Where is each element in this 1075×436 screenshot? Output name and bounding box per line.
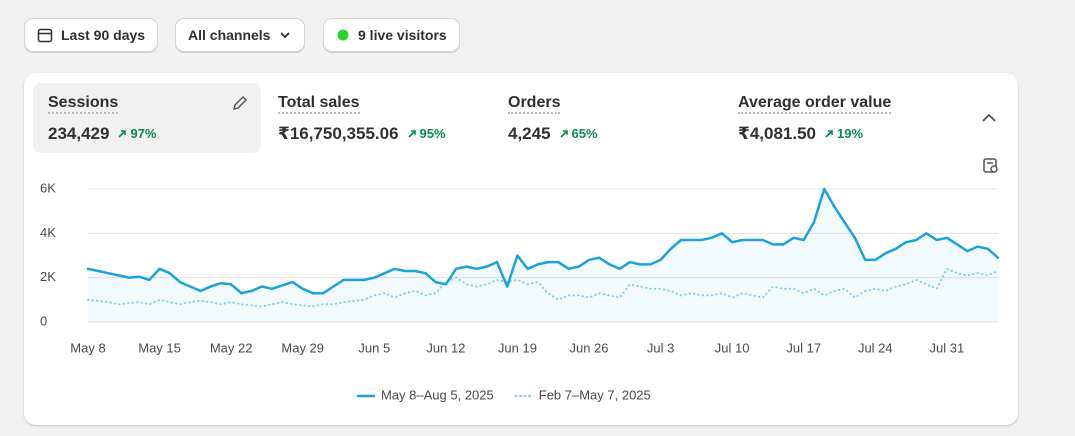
collapse-icon[interactable] [980,110,998,126]
series-line [87,267,999,308]
metric-value: 4,245 [508,124,551,143]
series-area [88,189,998,322]
metric-tile-selected[interactable] [33,83,261,153]
legend-label: Feb 7–May 7, 2025 [539,387,651,402]
y-tick-label: 6K [40,180,56,195]
chart-options-icon[interactable] [982,157,1000,175]
y-tick-label: 2K [40,269,56,284]
x-tick-label: Jun 12 [426,340,465,355]
x-tick-label: Jun 26 [569,340,608,355]
up-arrow-icon [407,130,416,138]
x-tick-label: Jul 3 [647,340,674,355]
metric-value: 234,429 [48,124,110,143]
up-arrow-icon [118,130,127,138]
metric-label: Total sales [278,94,360,114]
x-tick-label: Jun 5 [358,340,390,355]
series-line [86,187,1000,295]
chevron-icon [280,32,291,39]
calendar-icon [37,28,53,43]
up-arrow-icon [825,130,833,138]
metric-value: ₹4,081.50 [738,124,817,143]
channels-button[interactable]: All channels [175,18,306,52]
edit-icon[interactable] [231,94,249,112]
metric-change: 97% [130,126,157,141]
x-tick-label: May 15 [138,340,181,355]
up-arrow-icon [559,130,568,138]
y-tick-label: 4K [40,225,56,240]
metric-label: Orders [508,94,561,114]
button-label: All channels [188,27,271,43]
legend-label: May 8–Aug 5, 2025 [381,387,494,402]
metric-label: Average order value [738,94,892,114]
y-tick-label: 0 [40,313,47,328]
x-tick-label: Jul 10 [715,340,750,355]
metric-change: 19% [837,126,864,141]
x-tick-label: Jun 19 [498,340,537,355]
x-tick-label: May 8 [70,340,105,355]
x-tick-label: Jul 31 [930,340,965,355]
x-tick-label: May 22 [210,340,253,355]
date-range-button[interactable]: Last 90 days [24,18,159,52]
x-tick-label: May 29 [281,340,324,355]
live-dot [337,29,349,41]
x-tick-label: Jul 17 [786,340,821,355]
button-label: 9 live visitors [358,27,447,43]
metric-change: 95% [419,126,446,141]
metric-change: 65% [571,126,598,141]
metric-label: Sessions [48,94,119,114]
x-tick-label: Jul 24 [858,340,893,355]
metric-value: ₹16,750,355.06 [278,124,399,143]
live-visitors-button[interactable]: 9 live visitors [323,18,460,52]
button-label: Last 90 days [61,27,146,43]
